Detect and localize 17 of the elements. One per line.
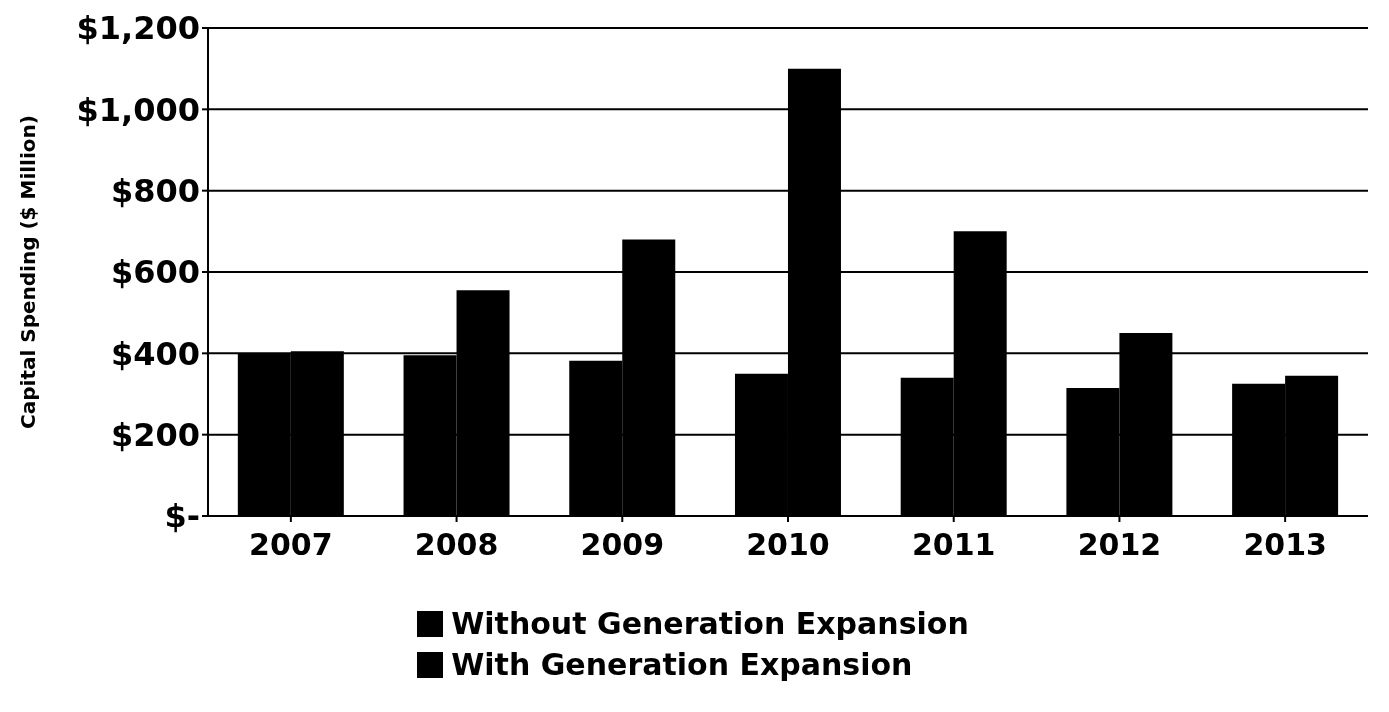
x-tick-label: 2009 [580, 527, 665, 563]
y-tick-label: $400 [110, 334, 200, 373]
y-tick-label: $200 [110, 416, 200, 455]
x-tick-label: 2007 [249, 527, 333, 563]
y-tick-label: $1,000 [76, 90, 200, 129]
y-tick-label: $1,200 [76, 9, 200, 48]
y-tick-label: $800 [110, 172, 200, 211]
x-tick-label: 2010 [746, 527, 830, 563]
legend-label: Without Generation Expansion [451, 606, 969, 641]
y-tick-label: $- [164, 497, 200, 536]
x-tick-label: 2012 [1077, 527, 1162, 563]
y-tick-label: $600 [110, 253, 200, 292]
legend-label: With Generation Expansion [451, 647, 913, 682]
y-axis-title: Capital Spending ($ Million) [16, 115, 41, 429]
x-tick-label: 2013 [1243, 527, 1327, 563]
x-tick-label: 2011 [911, 527, 996, 563]
x-tick-label: 2008 [414, 527, 499, 563]
